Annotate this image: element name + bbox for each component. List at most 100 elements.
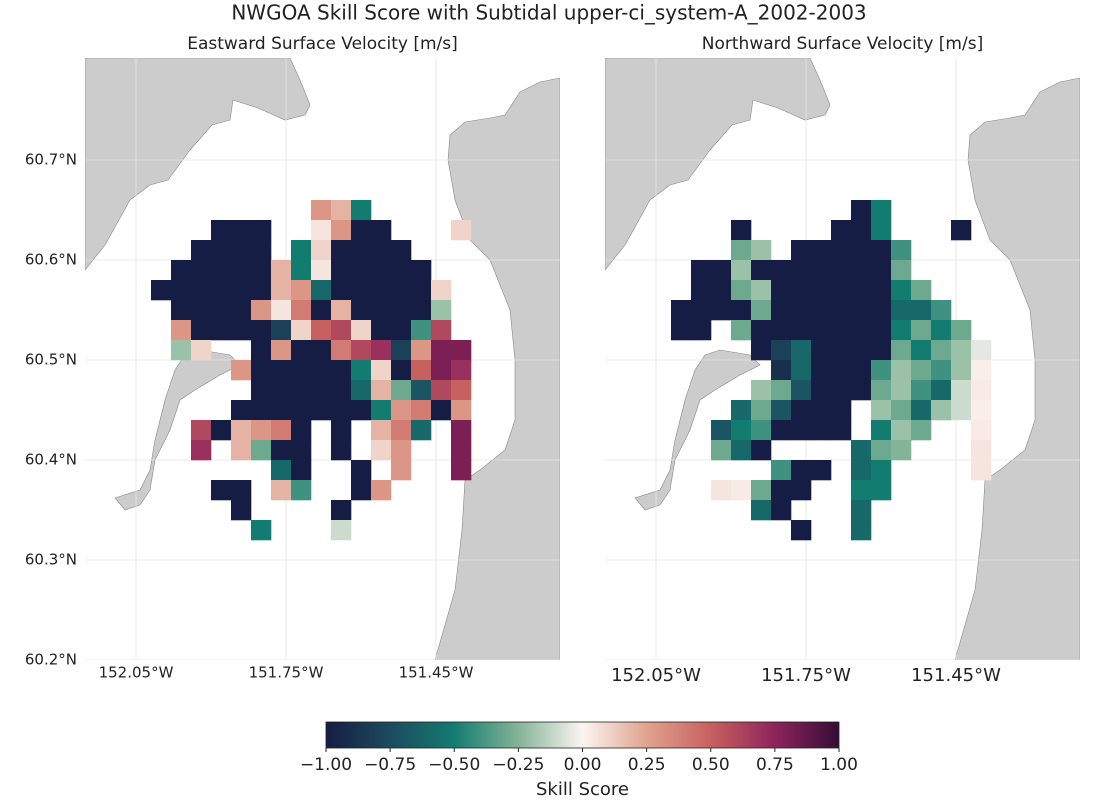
grid-cell	[851, 520, 872, 541]
y-tick-label: 60.2°N	[25, 651, 77, 669]
grid-cell	[831, 360, 852, 381]
grid-cell	[931, 300, 952, 321]
grid-cell	[331, 500, 352, 521]
grid-cell	[251, 380, 272, 401]
grid-cell	[831, 280, 852, 301]
grid-cell	[711, 260, 732, 281]
grid-cell	[911, 280, 932, 301]
grid-cell	[791, 380, 812, 401]
grid-cell	[291, 420, 312, 441]
colorbar	[325, 721, 840, 749]
grid-cell	[771, 500, 792, 521]
grid-cell	[851, 460, 872, 481]
grid-cell	[231, 480, 252, 501]
grid-cell	[851, 300, 872, 321]
grid-cell	[971, 400, 992, 421]
colorbar-tick-label: −0.50	[428, 755, 480, 775]
grid-cell	[691, 300, 712, 321]
grid-cell	[351, 240, 372, 261]
grid-cell	[851, 200, 872, 221]
grid-cell	[811, 300, 832, 321]
grid-cell	[851, 480, 872, 501]
grid-cell	[371, 380, 392, 401]
grid-cell	[391, 240, 412, 261]
grid-cell	[691, 320, 712, 341]
grid-cell	[371, 320, 392, 341]
grid-cell	[831, 300, 852, 321]
grid-cell	[271, 300, 292, 321]
grid-cell	[171, 320, 192, 341]
grid-cell	[211, 220, 232, 241]
grid-cell	[331, 420, 352, 441]
grid-cell	[391, 420, 412, 441]
grid-cell	[771, 460, 792, 481]
grid-cell	[351, 480, 372, 501]
grid-cell	[271, 440, 292, 461]
grid-cell	[251, 300, 272, 321]
grid-cell	[871, 440, 892, 461]
grid-cell	[251, 340, 272, 361]
grid-cell	[811, 460, 832, 481]
grid-cell	[231, 240, 252, 261]
grid-cell	[791, 320, 812, 341]
grid-cell	[951, 360, 972, 381]
colorbar-tick-label: 0.75	[756, 755, 794, 775]
grid-cell	[251, 440, 272, 461]
grid-cell	[231, 440, 252, 461]
grid-cell	[911, 420, 932, 441]
x-tick-label: 151.75°W	[761, 665, 851, 686]
grid-cell	[451, 380, 472, 401]
grid-cell	[671, 300, 692, 321]
grid-cell	[871, 300, 892, 321]
grid-cell	[731, 480, 752, 501]
colorbar-tick-label: 0.25	[628, 755, 666, 775]
grid-cell	[791, 240, 812, 261]
grid-cell	[311, 320, 332, 341]
grid-cell	[391, 260, 412, 281]
grid-cell	[891, 260, 912, 281]
grid-cell	[431, 400, 452, 421]
grid-cell	[931, 340, 952, 361]
grid-cell	[451, 220, 472, 241]
grid-cell	[891, 240, 912, 261]
grid-cell	[411, 360, 432, 381]
grid-cell	[831, 260, 852, 281]
grid-cell	[391, 340, 412, 361]
grid-cell	[711, 480, 732, 501]
grid-cell	[351, 200, 372, 221]
grid-cell	[231, 500, 252, 521]
grid-cell	[191, 340, 212, 361]
colorbar-tick-label: −0.75	[364, 755, 416, 775]
grid-cell	[251, 280, 272, 301]
grid-cell	[891, 280, 912, 301]
grid-cell	[231, 420, 252, 441]
grid-cell	[931, 380, 952, 401]
grid-cell	[371, 340, 392, 361]
grid-cell	[211, 280, 232, 301]
grid-cell	[271, 260, 292, 281]
grid-cell	[971, 420, 992, 441]
grid-cell	[851, 340, 872, 361]
grid-cell	[371, 280, 392, 301]
grid-cell	[971, 340, 992, 361]
grid-cell	[371, 360, 392, 381]
grid-cell	[431, 320, 452, 341]
grid-cell	[271, 480, 292, 501]
grid-cell	[371, 440, 392, 461]
grid-cell	[751, 260, 772, 281]
grid-cell	[751, 420, 772, 441]
grid-cell	[451, 440, 472, 461]
grid-cell	[411, 300, 432, 321]
grid-cell	[371, 400, 392, 421]
y-tick-label: 60.3°N	[25, 551, 77, 569]
grid-cell	[431, 360, 452, 381]
grid-cell	[311, 300, 332, 321]
grid-cell	[311, 380, 332, 401]
grid-cell	[271, 420, 292, 441]
grid-cell	[351, 380, 372, 401]
grid-cell	[851, 220, 872, 241]
grid-cell	[211, 420, 232, 441]
grid-cell	[391, 300, 412, 321]
grid-cell	[431, 280, 452, 301]
grid-cell	[771, 320, 792, 341]
